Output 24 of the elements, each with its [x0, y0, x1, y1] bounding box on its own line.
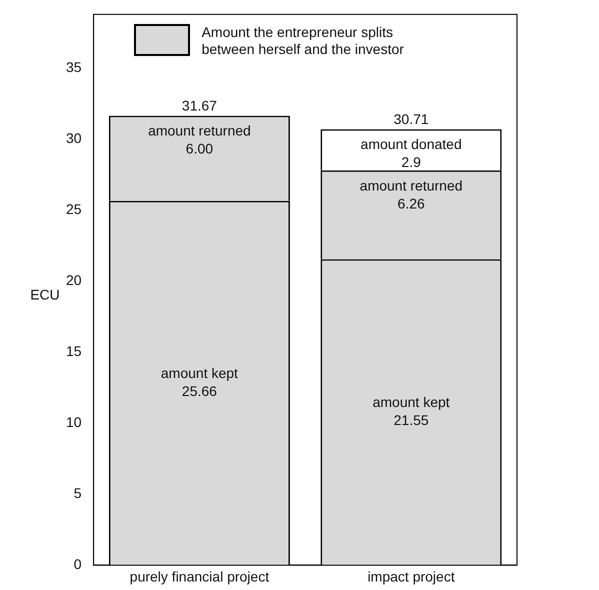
data-label: 6.00: [186, 140, 214, 157]
y-tick-label: 10: [66, 414, 82, 430]
y-axis-title: ECU: [30, 286, 60, 303]
y-tick-label: 5: [74, 485, 82, 502]
data-label: 21.55: [394, 412, 429, 428]
y-tick-label: 25: [66, 201, 82, 218]
y-tick-label: 20: [66, 272, 82, 288]
x-tick-label: purely financial project: [130, 568, 270, 584]
y-tick-label: 0: [74, 556, 82, 572]
series-label: amount kept: [372, 394, 450, 410]
total-label: 30.71: [394, 111, 429, 128]
annotation: Amount the entrepreneur splits between herself and the investor: [202, 24, 404, 58]
y-tick-label: 15: [66, 343, 82, 360]
y-tick-label: 35: [66, 59, 82, 76]
data-label: 25.66: [182, 382, 218, 399]
series-label: amount donated: [360, 136, 462, 152]
total-label: 31.67: [182, 98, 218, 114]
x-tick-label: impact project: [368, 568, 455, 584]
data-label: 2.9: [401, 154, 422, 170]
y-tick-label: 30: [66, 130, 82, 146]
text: amount kept: [160, 364, 238, 381]
series-label: amount returned: [360, 177, 463, 194]
text: amount returned: [148, 122, 251, 139]
data-label: 6.26: [398, 195, 425, 212]
